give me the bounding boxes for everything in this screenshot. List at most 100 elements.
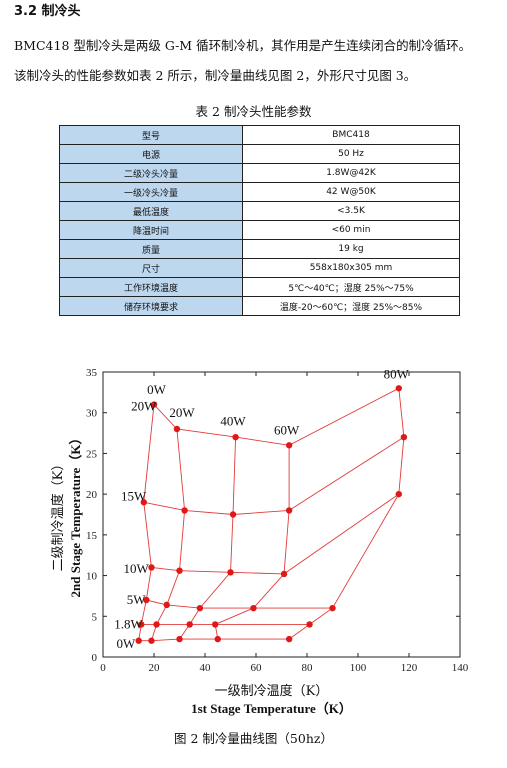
data-point xyxy=(395,385,402,392)
x-tick-label: 80 xyxy=(302,662,314,674)
param-value: 42 W@50K xyxy=(242,182,460,202)
table-row: 工作环境温度 5℃～40℃；湿度 25%～75% xyxy=(59,277,460,297)
y-tick-label: 5 xyxy=(92,611,98,623)
y-tick-label: 15 xyxy=(86,530,98,542)
series-line xyxy=(288,388,405,640)
data-point xyxy=(285,442,293,449)
paragraph-line-1: BMC418 型制冷头是两级 G-M 循环制冷机，其作用是产生连续闭合的制冷循环… xyxy=(14,38,472,53)
param-value: <3.5K xyxy=(242,201,460,221)
paragraph-line-2: 该制冷头的性能参数如表 2 所示，制冷量曲线见图 2，外形尺寸见图 3。 xyxy=(14,68,417,83)
series-line xyxy=(138,638,290,642)
data-point xyxy=(306,621,313,628)
x-tick-label: 60 xyxy=(251,662,263,674)
y-tick-label: 10 xyxy=(86,571,98,583)
data-point xyxy=(395,490,402,498)
x-tick-label: 120 xyxy=(401,662,418,674)
data-point xyxy=(138,621,145,628)
curve-label: 20W xyxy=(169,405,195,420)
curve-label: 20W xyxy=(131,398,157,413)
series-line xyxy=(150,428,186,641)
x-tick-label: 0 xyxy=(100,662,106,674)
data-point xyxy=(143,596,150,604)
section-title: 3.2 制冷头 xyxy=(14,4,81,19)
data-point xyxy=(153,621,160,628)
param-name: 质量 xyxy=(59,239,243,259)
series-line xyxy=(146,599,333,609)
data-point xyxy=(176,567,183,574)
table-row: 质量 19 kg xyxy=(59,239,460,259)
data-point xyxy=(150,401,158,408)
table-row: 电源 50 Hz xyxy=(59,144,460,164)
curve-label: 80W xyxy=(384,367,410,382)
data-point xyxy=(280,570,288,578)
data-point xyxy=(140,499,147,506)
param-name: 储存环境要求 xyxy=(59,296,243,316)
x-axis-label-cn: 一级制冷温度（K） xyxy=(215,683,329,699)
y-tick-label: 25 xyxy=(86,448,98,460)
figure-caption: 图 2 制冷量曲线图（50hz） xyxy=(174,731,333,746)
param-value: 温度-20～60℃；湿度 25%～85% xyxy=(242,296,460,316)
data-point xyxy=(173,425,181,433)
curve-label: 0W xyxy=(117,636,137,651)
table-row: 二级冷头冷量 1.8W@42K xyxy=(59,163,460,183)
param-value: 50 Hz xyxy=(242,144,460,164)
curve-label: 60W xyxy=(274,423,300,438)
table-row: 一级冷头冷量 42 W@50K xyxy=(59,182,460,202)
param-value: 1.8W@42K xyxy=(242,163,460,183)
y-tick-label: 30 xyxy=(86,408,98,420)
curve-label: 5W xyxy=(127,592,147,607)
data-point xyxy=(163,601,170,609)
data-point xyxy=(135,637,142,644)
curve-label: 40W xyxy=(220,414,246,429)
table-row: 降温时间 <60 min xyxy=(59,220,460,240)
data-point xyxy=(212,621,219,628)
data-point xyxy=(400,433,408,441)
table-row: 型号 BMC418 xyxy=(59,125,460,145)
param-value: 558x180x305 mm xyxy=(242,258,460,278)
param-value: BMC418 xyxy=(242,125,460,145)
x-axis-label-en: 1st Stage Temperature（K） xyxy=(191,701,352,716)
table-caption: 表 2 制冷头性能参数 xyxy=(195,104,312,119)
curve-label: 15W xyxy=(121,489,147,504)
x-tick-label: 140 xyxy=(452,662,469,674)
plot-frame xyxy=(102,371,461,658)
series-line xyxy=(151,493,400,575)
param-name: 尺寸 xyxy=(59,258,243,278)
series-line xyxy=(179,437,237,640)
param-name: 工作环境温度 xyxy=(59,277,243,297)
data-point xyxy=(232,433,239,441)
y-tick-label: 20 xyxy=(86,489,98,501)
y-axis-label-en: 2nd Stage Temperature（K） xyxy=(68,432,83,598)
data-point xyxy=(285,635,293,643)
param-value: <60 min xyxy=(242,220,460,240)
data-point xyxy=(329,604,336,612)
param-name: 电源 xyxy=(59,144,243,164)
table-row: 尺寸 558x180x305 mm xyxy=(59,258,460,278)
data-point xyxy=(285,507,293,514)
table-row: 储存环境要求 温度-20～60℃；湿度 25%～85% xyxy=(59,296,460,316)
curve-label: 0W xyxy=(147,382,167,397)
table-row: 最低温度 <3.5K xyxy=(59,201,460,221)
data-point xyxy=(148,564,155,571)
param-value: 19 kg xyxy=(242,239,460,259)
data-point xyxy=(186,621,193,628)
data-point xyxy=(181,507,188,514)
x-tick-label: 40 xyxy=(200,662,212,674)
param-name: 二级冷头冷量 xyxy=(59,163,243,183)
data-point xyxy=(227,569,234,576)
series-line xyxy=(143,436,405,515)
param-name: 最低温度 xyxy=(59,201,243,221)
data-point xyxy=(229,511,237,518)
curve-label: 10W xyxy=(124,561,150,576)
spec-table: 型号 BMC418 电源 50 Hz 二级冷头冷量 1.8W@42K 一级冷头冷量 42 W@… xyxy=(59,125,460,316)
data-point xyxy=(250,604,257,612)
x-tick-label: 20 xyxy=(149,662,161,674)
y-tick-label: 35 xyxy=(86,367,98,379)
y-axis-label-cn: 二级制冷温度（K） xyxy=(50,458,66,572)
x-tick-label: 100 xyxy=(350,662,367,674)
data-point xyxy=(214,635,221,643)
param-value: 5℃～40℃；湿度 25%～75% xyxy=(242,277,460,297)
param-name: 型号 xyxy=(59,125,243,145)
data-point xyxy=(196,604,204,612)
